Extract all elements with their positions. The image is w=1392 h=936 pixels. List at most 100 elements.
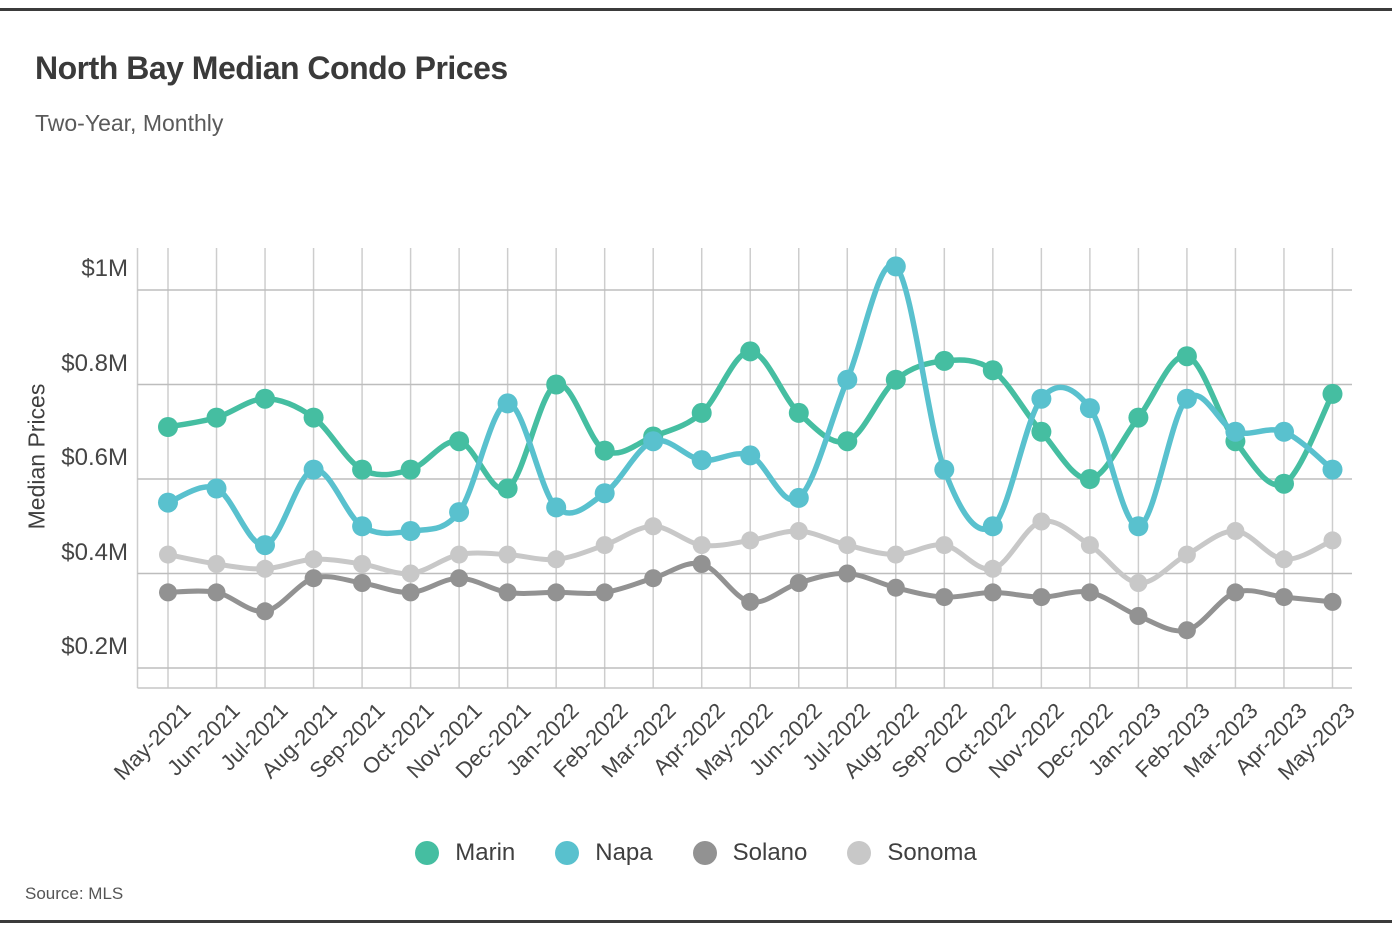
- y-tick-label: $0.8M: [61, 349, 128, 377]
- marin-point-Apr-2022: [691, 402, 712, 423]
- solano-point-Nov-2021: [450, 569, 469, 588]
- napa-point-Apr-2022: [691, 450, 712, 471]
- marin-point-Jun-2022: [788, 402, 809, 423]
- napa-point-Sep-2021: [352, 516, 373, 537]
- marin-point-Jun-2021: [206, 407, 227, 428]
- legend: Marin Napa Solano Sonoma: [0, 839, 1392, 867]
- marin-point-Feb-2023: [1176, 346, 1197, 367]
- napa-point-May-2021: [158, 492, 178, 513]
- napa-point-Jun-2021: [206, 478, 227, 499]
- marin-point-May-2022: [740, 341, 761, 362]
- napa-point-May-2022: [740, 445, 761, 466]
- marin-point-Dec-2022: [1079, 469, 1100, 489]
- solano-point-Jul-2021: [256, 602, 274, 621]
- napa-point-Nov-2021: [449, 502, 470, 523]
- sonoma-point-Jun-2022: [789, 522, 808, 540]
- sonoma-point-Nov-2022: [1032, 512, 1051, 531]
- napa-point-Dec-2022: [1079, 398, 1100, 419]
- marin-legend-label: Marin: [455, 839, 516, 866]
- solano-point-May-2022: [741, 592, 760, 611]
- marin-point-Aug-2021: [303, 407, 324, 428]
- napa-point-Jun-2022: [788, 487, 809, 508]
- napa-point-Mar-2022: [643, 431, 664, 452]
- solano-point-Oct-2021: [401, 583, 420, 602]
- napa-point-Feb-2022: [594, 483, 615, 504]
- sonoma-point-Jun-2021: [207, 555, 226, 573]
- solano-point-Sep-2022: [935, 588, 954, 607]
- solano-legend-label: Solano: [732, 839, 808, 866]
- solano-point-Dec-2021: [498, 583, 517, 602]
- sonoma-point-May-2021: [159, 545, 177, 564]
- sonoma-point-Aug-2021: [304, 550, 323, 569]
- napa-point-May-2023: [1322, 459, 1343, 480]
- napa-point-Sep-2022: [934, 459, 955, 480]
- marin-point-Sep-2021: [352, 459, 373, 480]
- napa-point-Apr-2023: [1274, 421, 1294, 442]
- bottom-rule: [0, 920, 1392, 923]
- sonoma-point-Feb-2022: [595, 536, 614, 555]
- napa-legend-label: Napa: [595, 839, 653, 866]
- sonoma-point-Jan-2023: [1129, 574, 1148, 592]
- solano-point-Mar-2022: [644, 569, 663, 588]
- solano-point-Sep-2021: [353, 574, 372, 592]
- sonoma-point-Sep-2022: [935, 536, 954, 555]
- solano-point-Dec-2022: [1080, 583, 1099, 602]
- sonoma-point-Sep-2021: [353, 555, 372, 573]
- solano-point-Nov-2022: [1032, 588, 1051, 607]
- y-tick-label: $1M: [81, 255, 128, 282]
- sonoma-point-Oct-2021: [401, 564, 420, 583]
- marin-point-Oct-2022: [982, 360, 1003, 381]
- legend-item-marin: Marin: [415, 839, 515, 867]
- solano-point-Jan-2023: [1129, 607, 1148, 625]
- chart-subtitle: Two-Year, Monthly: [35, 110, 224, 136]
- marin-point-Aug-2022: [885, 369, 906, 390]
- solano-point-Jun-2022: [789, 574, 808, 592]
- y-tick-label: $0.2M: [61, 633, 128, 660]
- napa-point-Oct-2021: [400, 521, 421, 541]
- marin-point-Oct-2021: [400, 459, 421, 480]
- marin-point-Feb-2022: [594, 440, 615, 461]
- sonoma-point-May-2022: [741, 531, 760, 550]
- chart-title: North Bay Median Condo Prices: [35, 50, 508, 86]
- marin-point-Sep-2022: [934, 350, 955, 371]
- napa-point-Oct-2022: [982, 516, 1003, 537]
- marin-point-Dec-2021: [497, 478, 518, 499]
- y-tick-label: $0.6M: [61, 444, 128, 471]
- y-tick-label: $0.4M: [61, 538, 128, 566]
- marin-point-Jul-2021: [255, 388, 275, 409]
- solano-point-Jan-2022: [547, 583, 566, 602]
- solano-point-Feb-2023: [1177, 621, 1196, 640]
- legend-item-solano: Solano: [692, 839, 808, 867]
- napa-point-Aug-2021: [303, 459, 324, 480]
- sonoma-point-Mar-2022: [644, 517, 663, 536]
- sonoma-point-Apr-2023: [1275, 550, 1293, 569]
- napa-point-Nov-2022: [1031, 388, 1052, 409]
- napa-point-Feb-2023: [1176, 388, 1197, 409]
- solano-point-May-2021: [159, 583, 177, 602]
- sonoma-point-Dec-2021: [498, 545, 517, 564]
- sonoma-point-Oct-2022: [983, 559, 1002, 578]
- sonoma-point-Dec-2022: [1080, 536, 1099, 555]
- sonoma-point-Jan-2022: [547, 550, 566, 569]
- marin-point-Jan-2022: [546, 374, 567, 395]
- napa-point-Jan-2022: [546, 497, 567, 518]
- legend-item-sonoma: Sonoma: [847, 839, 977, 867]
- marin-point-Apr-2023: [1274, 473, 1294, 494]
- napa-legend-dot: [555, 841, 580, 865]
- sonoma-legend-label: Sonoma: [887, 839, 977, 866]
- solano-point-Apr-2023: [1275, 588, 1293, 607]
- marin-point-Nov-2022: [1031, 421, 1052, 442]
- napa-point-Jan-2023: [1128, 516, 1149, 537]
- source-note: Source: MLS: [25, 884, 124, 903]
- solano-point-Jul-2022: [838, 564, 857, 583]
- solano-point-Apr-2022: [692, 555, 711, 573]
- marin-legend-dot: [415, 841, 440, 865]
- top-rule: [0, 8, 1392, 11]
- napa-point-Jul-2022: [837, 369, 858, 390]
- solano-legend-dot: [692, 841, 717, 865]
- napa-point-Mar-2023: [1225, 421, 1246, 442]
- sonoma-point-Jul-2022: [838, 536, 857, 555]
- sonoma-point-Nov-2021: [450, 545, 469, 564]
- solano-point-May-2023: [1323, 592, 1342, 611]
